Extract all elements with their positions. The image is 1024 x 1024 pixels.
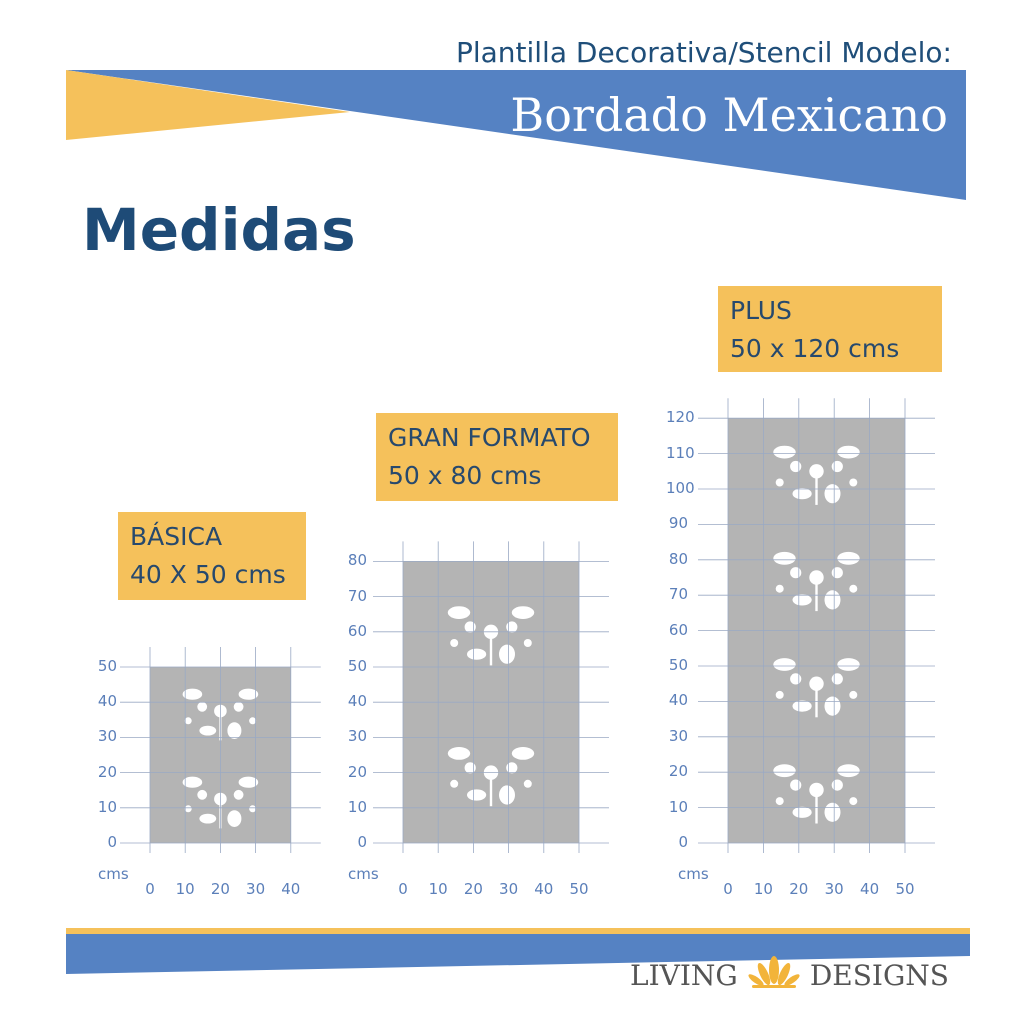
x-tick-label: 20 [210, 880, 230, 898]
size-tag-name: GRAN FORMATO [388, 423, 591, 452]
y-tick-label: 20 [97, 762, 117, 781]
y-tick-label: 60 [668, 620, 688, 639]
x-tick-label: 50 [895, 880, 915, 898]
y-tick-label: 100 [666, 479, 695, 497]
y-tick-label: 30 [347, 727, 367, 746]
y-tick-label: 30 [668, 726, 688, 745]
unit-label: cms [678, 865, 709, 883]
size-tag-gran-formato: GRAN FORMATO 50 x 80 cms [376, 413, 618, 501]
y-tick-label: 0 [678, 833, 688, 851]
y-tick-label: 0 [357, 833, 367, 851]
y-tick-label: 60 [347, 621, 367, 640]
y-tick-label: 70 [668, 585, 688, 604]
embroidery-motif [447, 606, 535, 666]
y-tick-label: 80 [347, 551, 367, 570]
y-tick-label: 70 [347, 586, 367, 605]
embroidery-motif [773, 658, 860, 718]
y-tick-label: 50 [347, 657, 367, 675]
y-tick-label: 120 [666, 408, 695, 427]
x-tick-label: 20 [789, 880, 809, 898]
size-tag-name: BÁSICA [130, 522, 223, 551]
x-tick-label: 50 [569, 880, 589, 898]
size-tag-name: PLUS [730, 296, 792, 325]
x-tick-label: 30 [246, 880, 266, 898]
page-heading: Medidas [82, 196, 356, 264]
footer-banner [66, 928, 970, 974]
x-tick-label: 10 [175, 880, 195, 898]
x-tick-label: 0 [145, 880, 155, 898]
y-tick-label: 90 [668, 514, 688, 533]
size-tag-dimensions: 50 x 80 cms [388, 461, 542, 490]
size-tag-basica: BÁSICA 40 X 50 cms [118, 512, 306, 600]
unit-label: cms [98, 865, 129, 883]
size-tag-dimensions: 40 X 50 cms [130, 560, 286, 589]
y-tick-label: 40 [347, 692, 367, 711]
lotus-icon [746, 954, 802, 997]
y-tick-label: 20 [668, 762, 688, 781]
x-tick-label: 30 [499, 880, 519, 898]
brand-name-right: DESIGNS [809, 958, 949, 992]
y-tick-label: 80 [668, 549, 688, 568]
y-tick-label: 20 [347, 762, 367, 781]
x-tick-label: 0 [723, 880, 733, 898]
size-tag-plus: PLUS 50 x 120 cms [718, 286, 942, 372]
y-tick-label: 40 [668, 691, 688, 710]
size-tag-dimensions: 50 x 120 cms [730, 334, 900, 363]
y-tick-label: 10 [97, 797, 117, 816]
x-tick-label: 10 [428, 880, 448, 898]
x-tick-label: 0 [398, 880, 408, 898]
x-tick-label: 20 [463, 880, 483, 898]
header-subtitle: Plantilla Decorativa/Stencil Modelo: [455, 36, 952, 69]
embroidery-motif [182, 688, 259, 741]
y-tick-label: 10 [347, 797, 367, 816]
x-tick-label: 40 [534, 880, 554, 898]
brand-logo: LIVING DESIGNS [630, 955, 949, 995]
y-tick-label: 30 [97, 727, 117, 746]
unit-label: cms [348, 865, 379, 883]
x-tick-label: 30 [824, 880, 844, 898]
x-tick-label: 40 [281, 880, 301, 898]
x-tick-label: 10 [753, 880, 773, 898]
y-tick-label: 0 [107, 833, 117, 851]
y-tick-label: 50 [668, 656, 688, 674]
embroidery-motif [182, 776, 259, 829]
y-tick-label: 50 [97, 657, 117, 675]
y-tick-label: 10 [668, 797, 688, 816]
x-tick-label: 40 [860, 880, 880, 898]
header-banner [66, 70, 966, 200]
y-tick-label: 110 [666, 443, 695, 462]
brand-name-left: LIVING [630, 958, 738, 992]
y-tick-label: 40 [97, 692, 117, 711]
header-title: Bordado Mexicano [510, 88, 948, 142]
